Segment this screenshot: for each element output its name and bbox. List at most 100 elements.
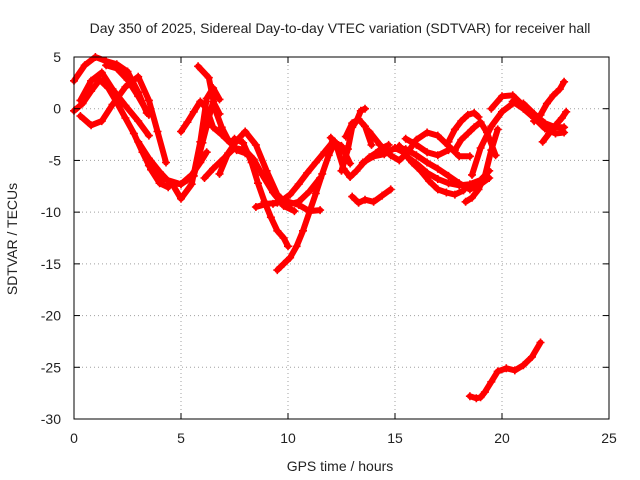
data-point: [487, 377, 496, 386]
data-point: [425, 177, 434, 186]
data-point: [384, 140, 393, 149]
data-point: [144, 161, 153, 170]
data-point: [123, 75, 132, 84]
data-point: [217, 130, 226, 139]
data-point: [412, 140, 421, 149]
data-point: [423, 128, 432, 137]
data-point: [241, 127, 250, 136]
data-point: [144, 154, 153, 163]
x-tick-label: 10: [280, 430, 296, 446]
data-point: [348, 192, 357, 201]
data-point: [493, 367, 502, 376]
data-point: [108, 85, 117, 94]
data-point: [134, 137, 143, 146]
data-point: [273, 226, 282, 235]
data-point: [202, 148, 211, 157]
data-point: [230, 134, 239, 143]
data-point: [395, 156, 404, 165]
chart-title: Day 350 of 2025, Sidereal Day-to-day VTE…: [90, 20, 591, 36]
data-point: [395, 141, 404, 150]
data-point: [189, 107, 198, 116]
data-point: [376, 140, 384, 149]
data-point: [144, 96, 153, 105]
data-point: [286, 253, 295, 262]
data-point: [444, 179, 453, 188]
data-point: [254, 179, 262, 188]
data-point: [433, 175, 442, 183]
data-point: [177, 180, 185, 189]
data-point: [279, 259, 288, 268]
series-layer: [70, 53, 571, 403]
data-point: [121, 83, 130, 91]
data-point: [412, 151, 421, 160]
series-line: [466, 339, 544, 402]
series-track-4: [76, 68, 153, 140]
y-tick-label: 0: [53, 101, 61, 117]
x-tick-label: 5: [177, 430, 185, 446]
data-point: [542, 99, 551, 108]
data-point: [367, 140, 376, 149]
y-tick-label: -20: [41, 308, 61, 324]
data-point: [76, 112, 85, 120]
data-point: [536, 110, 545, 119]
series-track-33: [538, 107, 571, 146]
data-point: [247, 158, 256, 167]
y-tick-label: -5: [49, 152, 62, 168]
data-point: [129, 129, 138, 138]
data-point: [560, 128, 569, 137]
data-point: [474, 185, 483, 194]
series-line: [349, 186, 394, 206]
data-point: [551, 121, 560, 130]
data-point: [403, 153, 412, 162]
data-point: [209, 123, 218, 132]
data-point: [162, 158, 170, 167]
data-point: [292, 242, 301, 251]
data-point: [299, 226, 307, 235]
data-point: [545, 129, 554, 138]
data-point: [348, 119, 357, 128]
data-point: [108, 100, 117, 109]
data-point: [320, 148, 329, 157]
series-line: [178, 98, 234, 146]
data-point: [530, 117, 539, 126]
data-point: [502, 364, 511, 373]
data-point: [369, 197, 378, 206]
data-point: [341, 132, 350, 141]
data-point: [461, 197, 470, 206]
series-track-5: [102, 61, 153, 119]
data-point: [455, 152, 464, 161]
data-point: [273, 190, 282, 199]
data-point: [80, 61, 89, 70]
data-point: [337, 166, 346, 175]
data-point: [356, 106, 365, 115]
x-tick-label: 0: [70, 430, 78, 446]
data-point: [294, 200, 303, 209]
series-track-15: [273, 137, 346, 275]
data-point: [318, 169, 327, 178]
data-point: [303, 168, 312, 177]
data-point: [262, 166, 271, 175]
data-point: [153, 127, 162, 136]
data-point: [423, 158, 432, 167]
y-axis-label: SDTVAR / TECUs: [4, 183, 20, 295]
data-point: [277, 196, 286, 205]
series-track-25: [401, 134, 453, 160]
data-point: [316, 206, 325, 215]
data-point: [465, 152, 474, 161]
series-track-29: [468, 99, 569, 179]
data-point: [76, 96, 85, 105]
data-point: [215, 95, 224, 104]
data-point: [444, 171, 453, 180]
grid: [74, 57, 609, 419]
data-point: [361, 104, 369, 113]
data-point: [352, 166, 361, 175]
data-point: [401, 134, 410, 143]
data-point: [202, 94, 211, 103]
data-point: [450, 146, 459, 155]
data-point: [508, 97, 517, 106]
x-tick-label: 25: [601, 430, 617, 446]
data-point: [365, 127, 374, 136]
data-point: [266, 213, 275, 222]
data-point: [134, 72, 143, 81]
data-point: [474, 113, 483, 121]
